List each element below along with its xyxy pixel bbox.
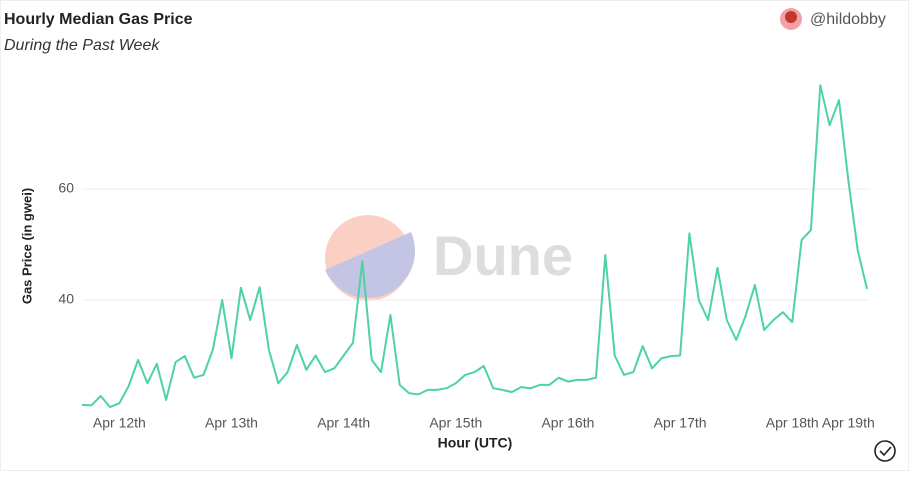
- x-tick-label: Apr 19th: [822, 415, 875, 431]
- x-tick-label: Apr 16th: [541, 415, 594, 431]
- chart-subtitle: During the Past Week: [4, 37, 160, 54]
- y-axis-label: Gas Price (in gwei): [19, 188, 34, 304]
- check-icon[interactable]: [874, 440, 896, 462]
- x-tick-label: Apr 13th: [205, 415, 258, 431]
- y-tick-label: 60: [58, 180, 74, 196]
- x-axis-label: Hour (UTC): [438, 435, 513, 451]
- watermark: Dune: [433, 224, 573, 287]
- watermark-logo: [325, 215, 415, 301]
- line: [81, 84, 868, 409]
- x-tick-label: Apr 17th: [654, 415, 707, 431]
- chart-title: Hourly Median Gas Price: [4, 11, 193, 28]
- x-tick-label: Apr 12th: [93, 415, 146, 431]
- x-tick-label: Apr 14th: [317, 415, 370, 431]
- author[interactable]: @hildobby: [810, 11, 886, 28]
- y-tick-label: 40: [58, 291, 74, 307]
- x-tick-label: Apr 18th: [766, 415, 819, 431]
- avatar-face: [785, 11, 797, 23]
- x-tick-label: Apr 15th: [429, 415, 482, 431]
